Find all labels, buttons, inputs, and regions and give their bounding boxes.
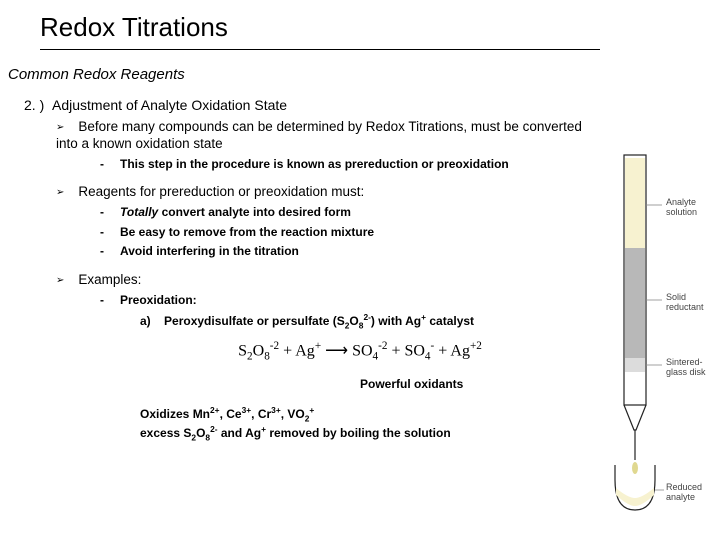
- title-underline: [40, 49, 600, 50]
- bullet-1-sub: - This step in the procedure is known as …: [100, 157, 600, 173]
- tail1-v: , VO: [281, 407, 305, 421]
- totally-emph: Totally: [120, 205, 158, 219]
- bullet-2-s2: - Be easy to remove from the reaction mix…: [100, 225, 600, 241]
- eq-r2: SO: [404, 343, 424, 360]
- bullet-1-text: Before many compounds can be determined …: [56, 119, 582, 151]
- dash-icon: -: [100, 205, 104, 219]
- tail1-pre: Oxidizes Mn: [140, 407, 210, 421]
- preoxidation-label: Preoxidation:: [120, 293, 197, 307]
- eq-lhs2: O: [253, 343, 265, 360]
- equation: S2O8-2 + Ag+ ⟶ SO4-2 + SO4- + Ag+2: [120, 340, 600, 363]
- tail1-c: , Cr: [251, 407, 271, 421]
- eq-r3: Ag: [450, 343, 470, 360]
- arrow-icon: ➢: [56, 275, 64, 286]
- bullet-3-l1: - Preoxidation:: [100, 293, 600, 309]
- bullet-1-sub-text: This step in the procedure is known as p…: [120, 157, 509, 171]
- arrow-icon: ➢: [56, 122, 64, 133]
- bullet-1: ➢Before many compounds can be determined…: [56, 119, 600, 153]
- bullet-2-s3: - Avoid interfering in the titration: [100, 244, 600, 260]
- dash-icon: -: [100, 225, 104, 239]
- bullet-2-s1: - Totally convert analyte into desired fo…: [100, 205, 600, 221]
- arrow-icon: ➢: [56, 187, 64, 198]
- tail-lines: Oxidizes Mn2+, Ce3+, Cr3+, VO2+ excess S…: [140, 405, 600, 444]
- label-solid: Solid reductant: [666, 293, 704, 313]
- tail2-pre: excess S: [140, 426, 191, 440]
- bullet-2-s3-text: Avoid interfering in the titration: [120, 244, 299, 258]
- bullet-2-text: Reagents for prereduction or preoxidatio…: [78, 184, 364, 199]
- dash-icon: -: [100, 157, 104, 171]
- eq-r1: SO: [352, 343, 372, 360]
- persulfate-pre: Peroxydisulfate or persulfate (S: [164, 314, 345, 328]
- tail2-post: removed by boiling the solution: [266, 426, 451, 440]
- persulfate-tail: catalyst: [426, 314, 474, 328]
- label-frit: Sintered- glass disk: [666, 358, 706, 378]
- page-title: Redox Titrations: [40, 12, 600, 43]
- persulfate-post: ) with Ag: [371, 314, 421, 328]
- bullet-3-text: Examples:: [78, 272, 141, 287]
- eq-plus: + Ag: [279, 343, 315, 360]
- subtitle: Common Redox Reagents: [8, 66, 600, 83]
- tail1-mid: , Ce: [220, 407, 242, 421]
- bullet-3-l2: a) Peroxydisulfate or persulfate (S2O82-…: [140, 312, 600, 332]
- dash-icon: -: [100, 293, 104, 307]
- bullet-3: ➢ Examples:: [56, 272, 600, 289]
- section-title: Adjustment of Analyte Oxidation State: [52, 97, 287, 113]
- powerful-oxidants-label: Powerful oxidants: [360, 377, 600, 391]
- bullet-2: ➢ Reagents for prereduction or preoxidati…: [56, 184, 600, 201]
- dash-icon: -: [100, 244, 104, 258]
- section-heading: 2. ) Adjustment of Analyte Oxidation Sta…: [24, 97, 600, 113]
- reductor-column-diagram: Analyte solution Solid reductant Sintere…: [600, 150, 710, 520]
- tail2-mid: and Ag: [218, 426, 262, 440]
- label-reduced: Reduced analyte: [666, 483, 702, 503]
- bullet-2-s2-text: Be easy to remove from the reaction mixt…: [120, 225, 374, 239]
- eq-arrow: ⟶: [321, 343, 352, 360]
- bullet-2-s1-text: convert analyte into desired form: [158, 205, 351, 219]
- section-number: 2. ): [24, 97, 44, 113]
- item-a: a): [140, 314, 151, 328]
- eq-lhs1: S: [238, 343, 247, 360]
- label-analyte: Analyte solution: [666, 198, 697, 218]
